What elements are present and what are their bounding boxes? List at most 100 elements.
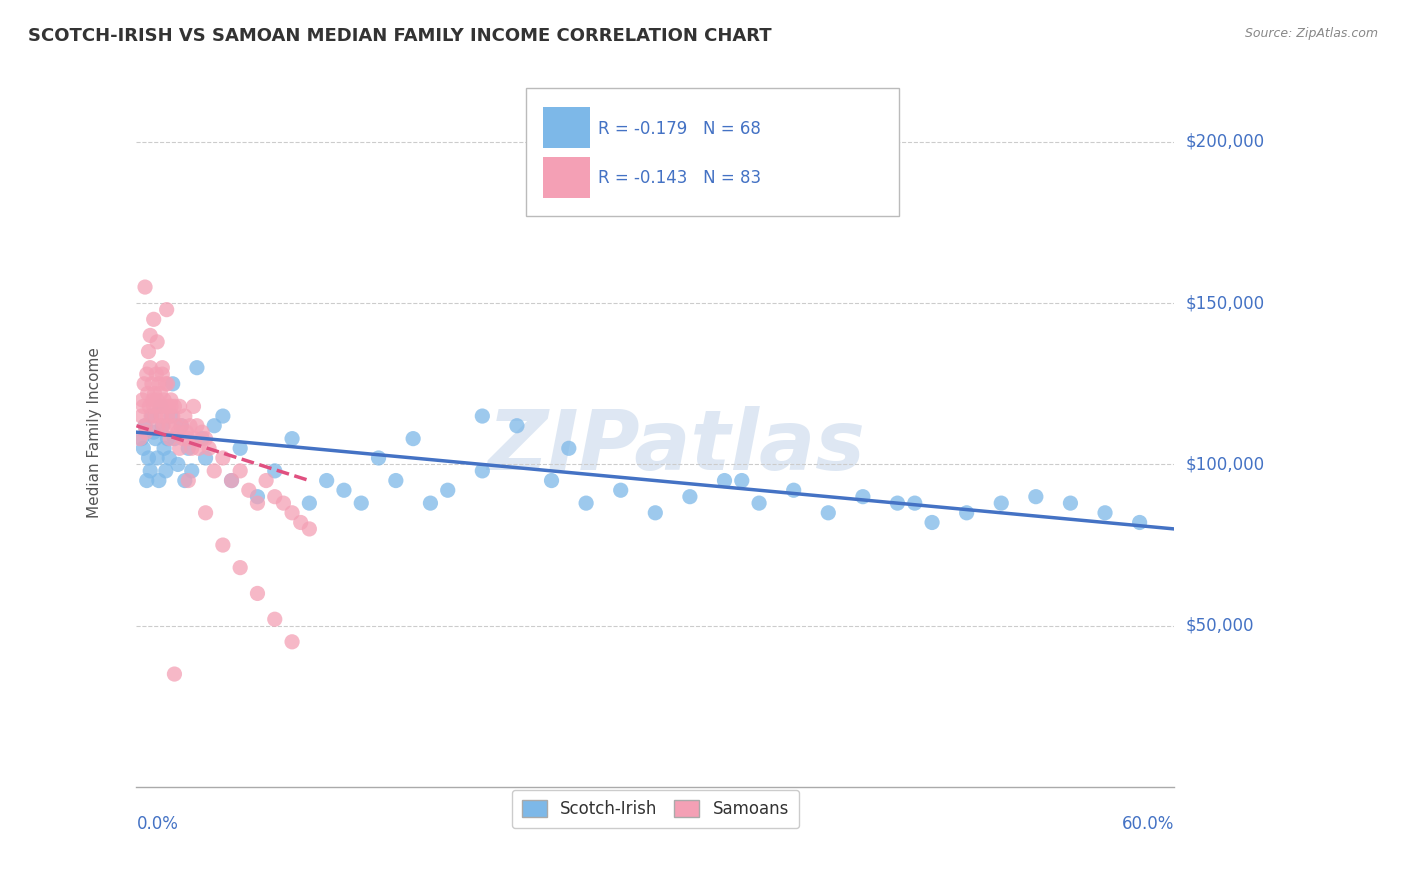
FancyBboxPatch shape [526, 88, 900, 216]
Point [149, 400, 172, 414]
Point [141, 376, 163, 391]
Text: Median Family Income: Median Family Income [87, 347, 103, 517]
Point [153, 392, 176, 407]
Point [385, 474, 408, 488]
Point [246, 496, 269, 510]
Point [142, 425, 165, 440]
Text: $50,000: $50,000 [1185, 616, 1254, 635]
Point [148, 376, 170, 391]
Point [146, 392, 169, 407]
Text: $100,000: $100,000 [1185, 456, 1264, 474]
Point [160, 392, 183, 407]
Point [1129, 516, 1152, 530]
Point [609, 483, 631, 498]
Legend: Scotch-Irish, Samoans: Scotch-Irish, Samoans [512, 790, 799, 829]
Point [183, 400, 205, 414]
Point [135, 367, 157, 381]
Point [180, 464, 202, 478]
Point [956, 506, 979, 520]
Point [419, 496, 441, 510]
Point [160, 409, 183, 423]
Point [281, 432, 304, 446]
Point [142, 312, 165, 326]
Point [156, 432, 179, 446]
Point [212, 538, 235, 552]
Text: R = -0.179   N = 68: R = -0.179 N = 68 [598, 120, 761, 137]
Point [1059, 496, 1081, 510]
Point [177, 474, 200, 488]
Point [135, 474, 157, 488]
Point [886, 496, 908, 510]
Point [186, 418, 208, 433]
Point [146, 450, 169, 465]
Point [852, 490, 875, 504]
Point [191, 432, 214, 446]
Point [333, 483, 356, 498]
Point [150, 409, 173, 423]
Point [315, 474, 337, 488]
Point [138, 400, 160, 414]
Point [558, 442, 581, 456]
Point [177, 442, 200, 456]
Point [748, 496, 770, 510]
Point [782, 483, 804, 498]
Point [170, 418, 193, 433]
Point [128, 432, 150, 446]
Point [221, 474, 243, 488]
Point [157, 418, 180, 433]
Point [165, 418, 187, 433]
Point [281, 635, 304, 649]
Point [167, 458, 190, 472]
Point [156, 376, 179, 391]
Point [134, 418, 156, 433]
Point [436, 483, 458, 498]
Point [176, 425, 198, 440]
Point [644, 506, 666, 520]
Point [148, 474, 170, 488]
Text: Source: ZipAtlas.com: Source: ZipAtlas.com [1244, 27, 1378, 40]
Point [173, 409, 195, 423]
Point [143, 386, 166, 401]
Point [155, 376, 177, 391]
Point [254, 474, 277, 488]
Point [186, 360, 208, 375]
Point [194, 432, 217, 446]
Point [273, 496, 295, 510]
Point [163, 667, 186, 681]
Point [131, 409, 153, 423]
Point [246, 490, 269, 504]
Text: 0.0%: 0.0% [136, 815, 179, 833]
Text: SCOTCH-IRISH VS SAMOAN MEDIAN FAMILY INCOME CORRELATION CHART: SCOTCH-IRISH VS SAMOAN MEDIAN FAMILY INC… [28, 27, 772, 45]
Point [169, 442, 191, 456]
Point [163, 400, 186, 414]
Point [131, 392, 153, 407]
Point [194, 506, 217, 520]
Point [540, 474, 562, 488]
Point [141, 409, 163, 423]
Point [155, 464, 177, 478]
Point [904, 496, 927, 510]
Point [146, 418, 169, 433]
Point [212, 450, 235, 465]
Point [138, 450, 160, 465]
Point [1094, 506, 1116, 520]
Point [162, 376, 184, 391]
Point [679, 490, 702, 504]
Point [170, 418, 193, 433]
Point [229, 442, 252, 456]
Point [149, 400, 172, 414]
Point [187, 442, 209, 456]
Point [142, 400, 165, 414]
Point [191, 425, 214, 440]
Point [169, 400, 191, 414]
Point [172, 432, 194, 446]
Text: ZIPatlas: ZIPatlas [486, 406, 865, 487]
Point [990, 496, 1012, 510]
Point [150, 367, 173, 381]
Point [221, 474, 243, 488]
FancyBboxPatch shape [543, 107, 591, 148]
Point [1025, 490, 1047, 504]
Point [146, 334, 169, 349]
Point [731, 474, 754, 488]
Point [134, 418, 156, 433]
